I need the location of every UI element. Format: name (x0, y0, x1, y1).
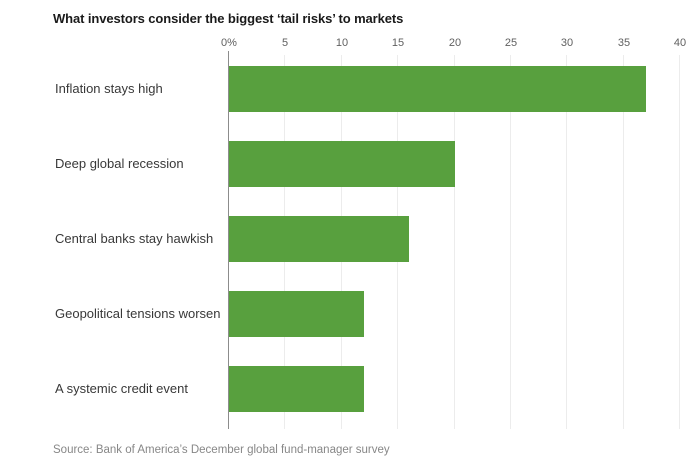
bar (229, 291, 364, 337)
bar (229, 216, 409, 262)
bar (229, 141, 455, 187)
category-label: A systemic credit event (55, 381, 188, 396)
x-gridline (566, 55, 567, 429)
category-label: Central banks stay hawkish (55, 231, 214, 246)
x-tick-label: 40 (673, 37, 687, 49)
x-gridline (679, 55, 680, 429)
bar (229, 366, 364, 412)
x-tick-label: 25 (504, 37, 518, 49)
source-note: Source: Bank of America’s December globa… (53, 444, 390, 456)
x-tick-label: 15 (391, 37, 405, 49)
plot-area (228, 51, 690, 429)
category-label: Deep global recession (55, 156, 184, 171)
x-gridline (454, 55, 455, 429)
x-gridline (510, 55, 511, 429)
category-label: Inflation stays high (55, 81, 163, 96)
chart-title: What investors consider the biggest ‘tai… (53, 11, 404, 26)
x-axis-zero-line (228, 51, 229, 429)
x-tick-label: 35 (617, 37, 631, 49)
x-tick-label: 30 (560, 37, 574, 49)
x-tick-label: 5 (281, 37, 289, 49)
x-tick-label: 0% (221, 37, 237, 49)
x-tick-label: 20 (448, 37, 462, 49)
category-label: Geopolitical tensions worsen (55, 306, 221, 321)
x-tick-label: 10 (335, 37, 349, 49)
x-gridline (623, 55, 624, 429)
bar (229, 66, 646, 112)
